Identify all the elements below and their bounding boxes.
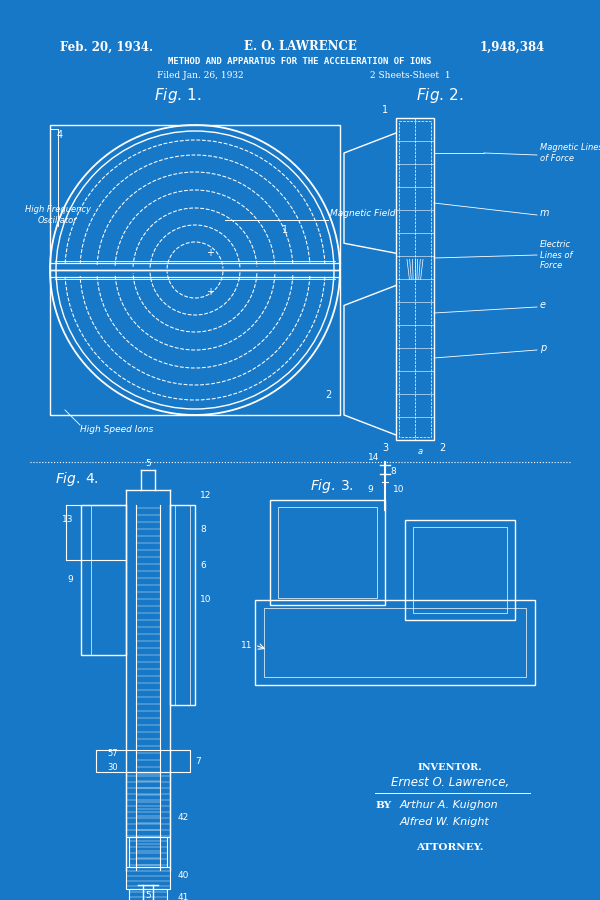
- Text: Filed Jan. 26, 1932: Filed Jan. 26, 1932: [157, 70, 244, 79]
- Text: 7: 7: [195, 757, 201, 766]
- Text: 5: 5: [145, 458, 151, 467]
- Text: 30: 30: [107, 763, 118, 772]
- Text: $\mathit{Fig.\,1.}$: $\mathit{Fig.\,1.}$: [154, 86, 202, 105]
- Text: 2: 2: [439, 443, 445, 453]
- Bar: [126, 867, 170, 889]
- Bar: [50, 125, 340, 270]
- Text: 10: 10: [393, 485, 404, 494]
- Bar: [405, 520, 515, 620]
- Bar: [399, 121, 431, 437]
- Text: Feb. 20, 1934.: Feb. 20, 1934.: [60, 40, 153, 53]
- Text: 3: 3: [382, 443, 388, 453]
- Text: e: e: [540, 300, 546, 310]
- Text: 10: 10: [200, 596, 212, 605]
- Text: 6: 6: [200, 561, 206, 570]
- Text: 41: 41: [178, 893, 190, 900]
- Text: Magnetic Lines
of Force: Magnetic Lines of Force: [540, 143, 600, 163]
- Bar: [278, 507, 377, 598]
- Text: 14: 14: [368, 453, 379, 462]
- Text: 13: 13: [62, 516, 73, 525]
- Text: E. O. LAWRENCE: E. O. LAWRENCE: [244, 40, 356, 53]
- Bar: [96, 750, 190, 772]
- Bar: [129, 837, 167, 867]
- Text: m: m: [540, 208, 550, 218]
- Text: 4: 4: [57, 130, 63, 140]
- Text: ATTORNEY.: ATTORNEY.: [416, 843, 484, 852]
- Text: 1: 1: [282, 225, 288, 235]
- Text: a: a: [418, 447, 422, 456]
- Bar: [270, 500, 385, 605]
- Bar: [129, 889, 167, 900]
- Text: METHOD AND APPARATUS FOR THE ACCELERATION OF IONS: METHOD AND APPARATUS FOR THE ACCELERATIO…: [169, 58, 431, 67]
- Text: BY: BY: [375, 801, 391, 810]
- Text: 9: 9: [67, 575, 73, 584]
- Text: High Frequency
Oscillator: High Frequency Oscillator: [25, 205, 91, 225]
- Text: p: p: [540, 343, 546, 353]
- Bar: [81, 505, 126, 655]
- Bar: [126, 772, 170, 837]
- Text: 8: 8: [390, 467, 396, 476]
- Text: 1: 1: [382, 105, 388, 115]
- Bar: [170, 505, 195, 705]
- Text: Alfred W. Knight: Alfred W. Knight: [400, 817, 490, 827]
- Bar: [255, 600, 535, 685]
- Text: 8: 8: [200, 526, 206, 535]
- Text: 11: 11: [241, 641, 252, 650]
- Text: 57: 57: [107, 749, 118, 758]
- Bar: [396, 118, 434, 440]
- Text: 5: 5: [145, 890, 151, 899]
- Text: Electric
Lines of
Force: Electric Lines of Force: [540, 240, 572, 270]
- Bar: [264, 608, 526, 677]
- Text: 2 Sheets-Sheet  1: 2 Sheets-Sheet 1: [370, 70, 451, 79]
- Text: 9: 9: [367, 485, 373, 494]
- Text: Magnetic Field: Magnetic Field: [330, 209, 395, 218]
- Text: +: +: [206, 248, 214, 258]
- Text: 1,948,384: 1,948,384: [480, 40, 545, 53]
- Text: 12: 12: [200, 491, 211, 500]
- Text: Ernest O. Lawrence,: Ernest O. Lawrence,: [391, 776, 509, 789]
- Text: 42: 42: [178, 813, 189, 822]
- Text: 40: 40: [178, 870, 190, 879]
- Bar: [413, 527, 507, 613]
- Text: $\mathit{Fig.\,4.}$: $\mathit{Fig.\,4.}$: [55, 470, 99, 488]
- Text: INVENTOR.: INVENTOR.: [418, 763, 482, 772]
- Bar: [50, 263, 340, 277]
- Text: $\mathit{Fig.\,2.}$: $\mathit{Fig.\,2.}$: [416, 86, 464, 105]
- Text: Arthur A. Kuighon: Arthur A. Kuighon: [400, 800, 499, 810]
- Text: 2: 2: [325, 390, 331, 400]
- Text: High Speed Ions: High Speed Ions: [80, 426, 154, 435]
- Text: +: +: [206, 287, 214, 297]
- Bar: [50, 270, 340, 415]
- Text: $\mathit{Fig.\,3.}$: $\mathit{Fig.\,3.}$: [310, 477, 354, 495]
